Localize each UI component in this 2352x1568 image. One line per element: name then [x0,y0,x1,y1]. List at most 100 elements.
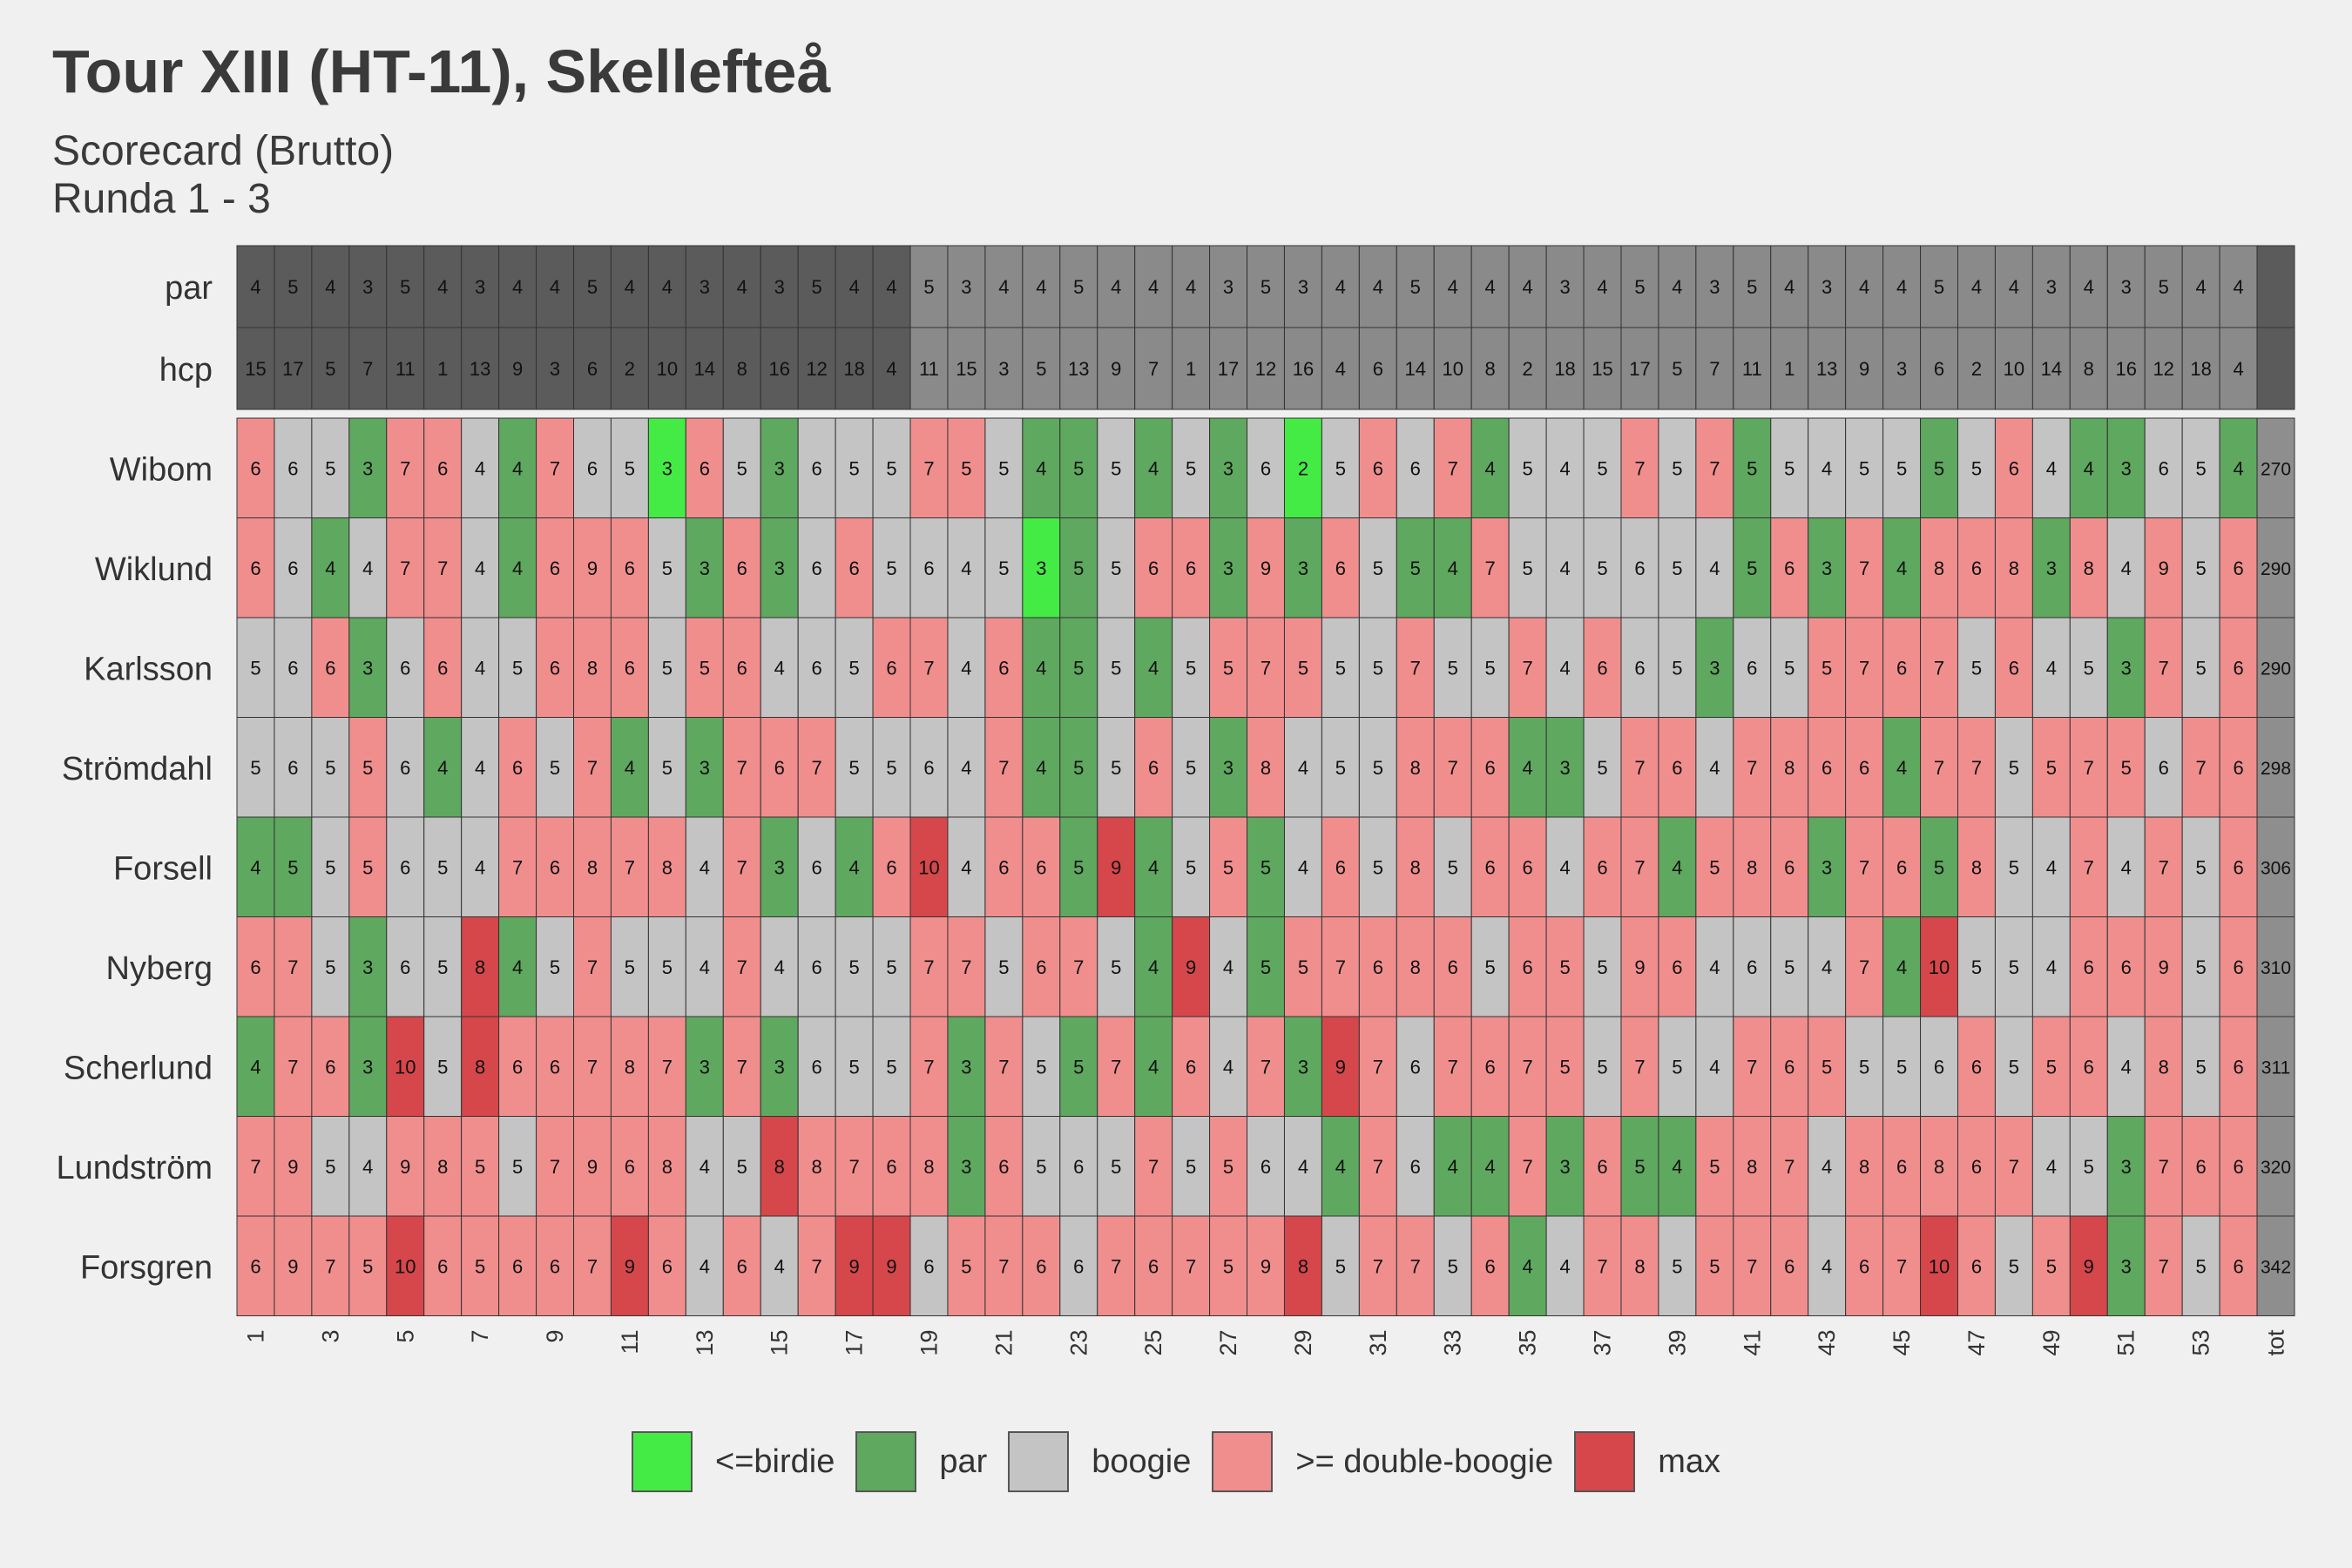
score-cell [647,816,686,917]
header-hcp-cell [1920,327,1958,410]
score-value: 5 [1971,657,1982,679]
score-value: 5 [1672,457,1682,479]
x-tick-label: 17 [841,1330,868,1356]
x-tick-label: 1 [242,1330,268,1343]
score-cell [1508,1215,1547,1316]
header-hcp-value: 9 [1111,358,1121,380]
player-name: Lundström [56,1150,213,1186]
score-cell [835,1016,874,1117]
header-hcp-value: 2 [625,358,635,380]
score-cell [2106,816,2146,917]
score-value: 5 [1971,956,1982,978]
header-hcp-value: 17 [1629,358,1650,380]
score-value: 4 [1148,956,1159,978]
score-value: 6 [250,457,260,479]
header-hcp-value: 11 [919,358,939,380]
score-value: 8 [1747,1156,1757,1178]
score-value: 7 [737,757,747,779]
score-value: 5 [1111,956,1121,978]
score-value: 10 [918,856,939,878]
score-value: 6 [2233,657,2243,679]
score-cell [1620,1215,1659,1316]
header-hcp-cell [1808,327,1847,410]
score-cell [2031,717,2071,818]
score-value: 7 [2159,657,2169,679]
score-value: 6 [2233,757,2243,779]
score-value: 6 [1971,1255,1982,1277]
score-value: 5 [886,1056,896,1078]
header-par-value: 4 [2196,276,2207,298]
score-cell [1920,617,1958,718]
header-par-cell [685,245,724,328]
x-tick-label: 49 [2038,1330,2065,1356]
header-hcp-cell [1545,327,1585,410]
score-value: 6 [1672,757,1682,779]
header-hcp-cell [2181,327,2220,410]
score-value: 6 [250,1255,260,1277]
score-cell [423,417,463,518]
score-value: 8 [2009,558,2019,579]
score-cell [1733,1215,1772,1316]
score-value: 4 [1896,956,1907,978]
score-cell [236,517,275,618]
score-cell [348,916,388,1017]
total-value: 290 [2261,659,2291,679]
score-cell [984,916,1024,1017]
header-hcp-cell [685,327,724,410]
score-value: 6 [1373,457,1383,479]
score-value: 8 [475,1056,485,1078]
score-cell [1695,1215,1734,1316]
score-cell [536,1215,575,1316]
score-cell [2031,1016,2071,1117]
score-value: 4 [1036,757,1046,779]
score-cell [872,1016,911,1117]
score-cell [536,1016,575,1117]
score-value: 7 [1634,457,1645,479]
score-value: 6 [437,457,448,479]
score-cell [797,816,836,917]
header-hcp-value: 7 [362,358,373,380]
score-cell [947,617,986,718]
score-value: 5 [1373,558,1383,579]
score-cell [2031,1215,2071,1316]
score-cell [461,1016,500,1117]
score-value: 5 [1672,1255,1682,1277]
total-cell [2256,1215,2295,1316]
score-value: 5 [886,757,896,779]
score-value: 6 [1971,558,1982,579]
score-cell [2219,1016,2258,1117]
score-value: 3 [961,1056,971,1078]
score-cell [984,1016,1024,1117]
header-par-value: 3 [1298,276,1308,298]
legend: <=birdie par boogie >= double-boogie max [0,1429,2352,1495]
score-value: 5 [550,757,560,779]
score-value: 6 [1036,1255,1046,1277]
total-value: 311 [2261,1058,2290,1078]
score-value: 7 [1485,558,1496,579]
score-cell [1770,717,1809,818]
score-value: 6 [1597,856,1607,878]
score-value: 5 [1223,856,1233,878]
header-hcp-cell [386,327,425,410]
score-value: 6 [923,757,934,779]
score-cell [1658,617,1697,718]
header-hcp-value: 13 [470,358,490,380]
score-value: 5 [1223,657,1233,679]
score-cell [1396,417,1435,518]
header-hcp-value: 3 [1896,358,1907,380]
score-value: 4 [475,856,485,878]
score-value: 5 [1111,757,1121,779]
score-cell [536,517,575,618]
score-value: 6 [1784,1056,1794,1078]
score-value: 5 [1784,457,1794,479]
score-value: 7 [1335,956,1346,978]
score-value: 5 [1335,757,1346,779]
score-value: 7 [1859,856,1869,878]
score-cell [2181,417,2220,518]
score-cell [1994,717,2033,818]
score-value: 6 [1597,1156,1607,1178]
score-value: 5 [998,956,1009,978]
score-cell [1920,417,1958,518]
score-value: 6 [1448,956,1458,978]
header-hcp-value: 18 [843,358,864,380]
